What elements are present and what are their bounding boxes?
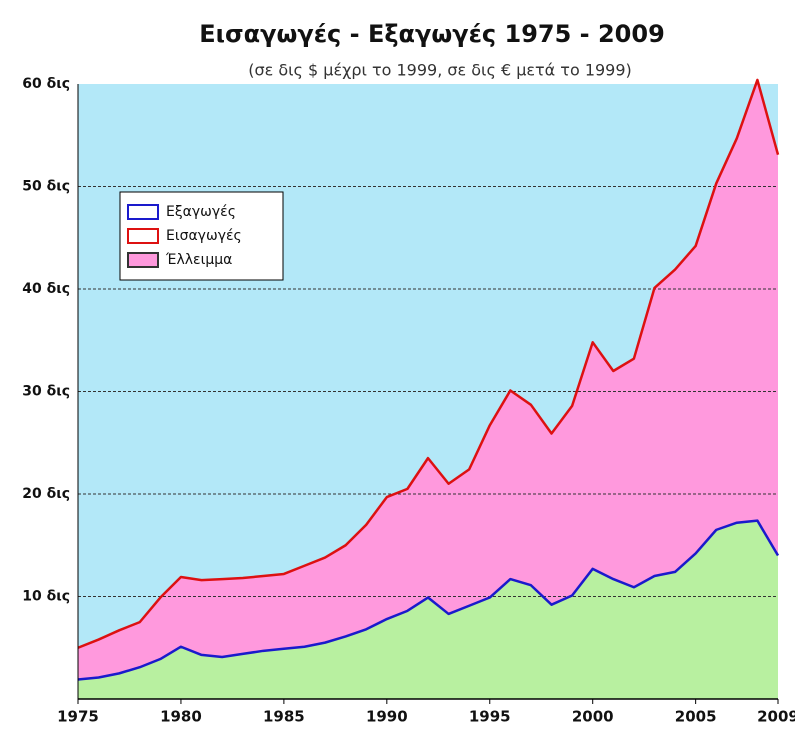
- y-tick-label: 20 δις: [22, 486, 70, 502]
- y-tick-label: 40 δις: [22, 281, 70, 297]
- deficit-area: [78, 79, 778, 680]
- y-tick-label: 60 δις: [22, 76, 70, 92]
- x-tick-label: 1990: [366, 708, 408, 726]
- x-tick-label: 2009: [757, 708, 795, 726]
- x-tick-label: 1995: [469, 708, 511, 726]
- series-line: [77, 519, 780, 681]
- exports-area: [78, 520, 778, 699]
- x-tick-label: 1985: [263, 708, 305, 726]
- legend-label: Έλλειμμα: [165, 252, 232, 268]
- chart-subtitle: (σε δις $ μέχρι το 1999, σε δις € μετά τ…: [248, 61, 632, 80]
- chart-title: Εισαγωγές - Εξαγωγές 1975 - 2009: [199, 20, 665, 48]
- y-tick-label: 10 δις: [22, 589, 70, 605]
- series-line: [77, 78, 780, 649]
- legend-swatch: [127, 204, 159, 220]
- y-tick-label: 50 δις: [22, 179, 70, 195]
- legend-swatch: [127, 252, 159, 268]
- x-tick-label: 2000: [572, 708, 614, 726]
- x-tick-label: 1975: [57, 708, 99, 726]
- x-tick-label: 2005: [675, 708, 717, 726]
- legend-swatch: [127, 228, 159, 244]
- legend-label: Εξαγωγές: [166, 204, 236, 220]
- legend-label: Εισαγωγές: [166, 228, 242, 244]
- y-tick-label: 30 δις: [22, 384, 70, 400]
- x-tick-label: 1980: [160, 708, 202, 726]
